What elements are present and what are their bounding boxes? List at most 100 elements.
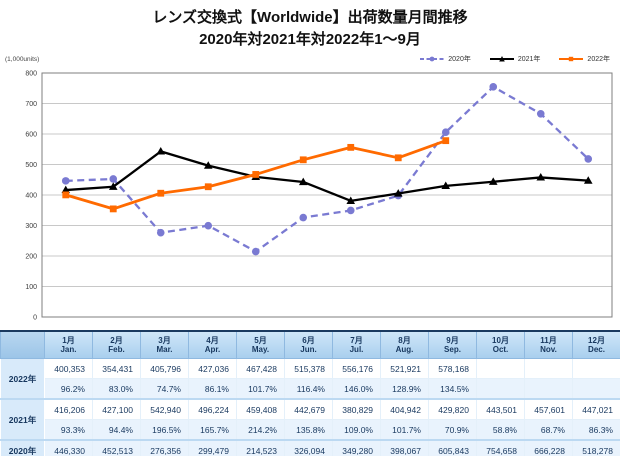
chart-title-line2: 2020年対2021年対2022年1～9月 bbox=[199, 30, 421, 48]
legend-swatch-icon bbox=[420, 56, 445, 62]
table-cell-pct: 116.4% bbox=[284, 378, 333, 400]
legend-item-2022年: 2022年 bbox=[558, 54, 610, 64]
month-label-jp: 1月 bbox=[62, 335, 75, 345]
month-header-Jul.: 7月 Jul. bbox=[332, 330, 381, 359]
month-label-en: Jul. bbox=[349, 345, 364, 354]
table-row-values-2022年: 2022年 400,353 354,431 405,796 427,036 467,428… bbox=[0, 358, 620, 400]
table-cell-value: 515,378 bbox=[284, 358, 333, 379]
data-point-marker bbox=[204, 183, 212, 191]
table-cell-pct: 101.7% bbox=[236, 378, 285, 400]
table-cell-value: 427,036 bbox=[188, 358, 237, 379]
data-point-marker bbox=[156, 147, 166, 155]
table-cell-value: 459,408 bbox=[236, 398, 285, 420]
table-cell-value: 578,168 bbox=[428, 358, 477, 379]
table-cell-value: 276,356 bbox=[140, 439, 189, 456]
month-label-jp: 7月 bbox=[350, 335, 363, 345]
data-point-marker bbox=[62, 191, 70, 199]
month-header-May.: 5月 May. bbox=[236, 330, 285, 359]
y-tick-label: 600 bbox=[25, 132, 37, 139]
table-cell-value: 447,021 bbox=[572, 398, 620, 420]
month-label-jp: 10月 bbox=[492, 335, 509, 345]
table-cell-value bbox=[572, 358, 620, 379]
data-point-marker bbox=[442, 137, 450, 145]
row-label-2020年: 2020年 bbox=[0, 439, 45, 456]
month-header-Jun.: 6月 Jun. bbox=[284, 330, 333, 359]
legend-label: 2020年 bbox=[448, 56, 471, 63]
data-point-marker bbox=[251, 247, 260, 256]
table-cell-value: 354,431 bbox=[92, 358, 141, 379]
table-row-values-2020年: 2020年 446,330 452,513 276,356 299,479 214,523… bbox=[0, 439, 620, 456]
table-cell-pct: 196.5% bbox=[140, 419, 189, 441]
data-point-marker bbox=[156, 228, 165, 237]
month-header-Dec.: 12月 Dec. bbox=[572, 330, 620, 359]
table-cell-pct: 96.2% bbox=[44, 378, 93, 400]
month-label-en: May. bbox=[251, 345, 270, 354]
table-cell-pct: 101.7% bbox=[380, 419, 429, 441]
chart-title-line1: レンズ交換式【Worldwide】出荷数量月間推移 bbox=[152, 9, 468, 26]
table-corner-cell bbox=[0, 330, 45, 359]
data-point-marker bbox=[347, 143, 355, 151]
table-cell-pct: 128.9% bbox=[380, 378, 429, 400]
table-cell-value: 404,942 bbox=[380, 398, 429, 420]
y-tick-label: 200 bbox=[25, 254, 37, 261]
row-label-2022年: 2022年 bbox=[0, 358, 45, 400]
month-label-jp: 5月 bbox=[254, 335, 267, 345]
table-cell-value: 467,428 bbox=[236, 358, 285, 379]
month-label-en: Jun. bbox=[300, 345, 317, 354]
table-cell-value: 518,278 bbox=[572, 439, 620, 456]
month-label-en: Mar. bbox=[156, 345, 173, 354]
data-point-marker bbox=[61, 185, 71, 194]
month-header-Jan.: 1月 Jan. bbox=[44, 330, 93, 359]
table-cell-value bbox=[524, 358, 573, 379]
table-cell-value: 754,658 bbox=[476, 439, 525, 456]
table-cell-pct bbox=[572, 378, 620, 400]
table-cell-pct: 68.7% bbox=[524, 419, 573, 441]
table-cell-value: 452,513 bbox=[92, 439, 141, 456]
month-header-Oct.: 10月 Oct. bbox=[476, 330, 525, 359]
table-cell-value: 299,479 bbox=[188, 439, 237, 456]
month-label-jp: 4月 bbox=[206, 335, 219, 345]
table-row-pcts-2022年: 96.2% 83.0% 74.7% 86.1% 101.7% 116.4% 146.0% 12… bbox=[1, 378, 620, 400]
data-point-marker bbox=[394, 154, 402, 162]
month-label-jp: 6月 bbox=[302, 335, 315, 345]
row-label-2021年: 2021年 bbox=[0, 398, 45, 441]
data-point-marker bbox=[61, 177, 70, 185]
table-cell-value: 556,176 bbox=[332, 358, 381, 379]
table-cell-value: 349,280 bbox=[332, 439, 381, 456]
data-point-marker bbox=[346, 206, 355, 215]
month-label-jp: 9月 bbox=[446, 335, 459, 345]
table-cell-pct: 94.4% bbox=[92, 419, 141, 441]
table-cell-pct: 58.8% bbox=[476, 419, 525, 441]
data-point-marker bbox=[252, 171, 260, 178]
month-label-en: Jan. bbox=[60, 345, 77, 354]
table-cell-value: 214,523 bbox=[236, 439, 285, 456]
series-line-2020年 bbox=[65, 85, 590, 253]
table-cell-value: 380,829 bbox=[332, 398, 381, 420]
table-row-pcts-2021年: 93.3% 94.4% 196.5% 165.7% 214.2% 135.8% 109.0%… bbox=[1, 419, 620, 441]
data-point-marker bbox=[109, 175, 118, 183]
legend-label: 2022年 bbox=[587, 56, 610, 63]
table-cell-value: 457,601 bbox=[524, 398, 573, 420]
month-label-jp: 12月 bbox=[588, 335, 605, 345]
table-cell-value: 416,206 bbox=[44, 398, 93, 420]
table-cell-pct: 165.7% bbox=[188, 419, 237, 441]
data-point-marker bbox=[536, 110, 545, 118]
data-point-marker bbox=[441, 181, 451, 190]
month-label-jp: 3月 bbox=[158, 335, 171, 345]
y-axis-unit-label: (1,000units) bbox=[5, 56, 40, 63]
data-point-marker bbox=[108, 182, 118, 190]
month-header-Aug.: 8月 Aug. bbox=[380, 330, 429, 359]
table-cell-value: 496,224 bbox=[188, 398, 237, 420]
table-cell-value: 542,940 bbox=[140, 398, 189, 420]
y-tick-label: 500 bbox=[25, 162, 37, 169]
table-cell-value: 429,820 bbox=[428, 398, 477, 420]
table-cell-pct bbox=[476, 378, 525, 400]
data-point-marker bbox=[346, 196, 356, 204]
table-cell-value: 443,501 bbox=[476, 398, 525, 420]
y-tick-label: 700 bbox=[25, 101, 37, 108]
chart-legend: 2020年 2021年 2022年 bbox=[0, 54, 610, 64]
table-cell-pct: 93.3% bbox=[44, 419, 93, 441]
data-point-marker bbox=[298, 177, 308, 186]
data-point-marker bbox=[393, 189, 403, 197]
table-row-values-2021年: 2021年 416,206 427,100 542,940 496,224 459,408… bbox=[0, 398, 620, 441]
